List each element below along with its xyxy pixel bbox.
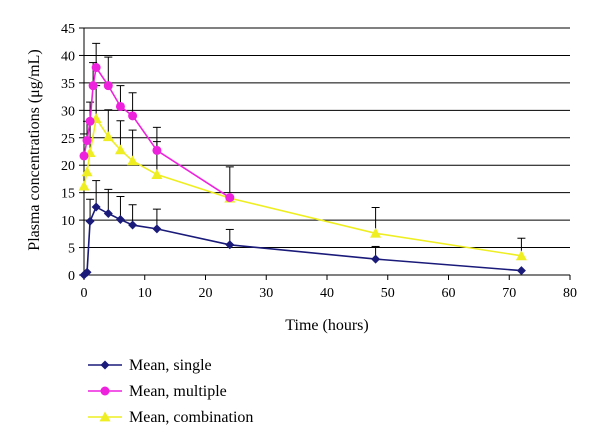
legend: Mean, single Mean, multiple Mean, combinat…	[88, 357, 253, 426]
series-line-mean-single	[83, 205, 522, 276]
legend-label-mean-single: Mean, single	[129, 357, 212, 374]
data-point-mean-combination	[78, 180, 90, 191]
data-point-mean-multiple	[91, 63, 101, 73]
x-tick-label: 10	[138, 286, 152, 301]
data-point-mean-multiple	[152, 145, 162, 155]
x-tick-label: 0	[81, 286, 88, 301]
series-line-mean-multiple	[83, 65, 231, 199]
y-tick-label: 0	[68, 269, 75, 284]
data-point-mean-combination	[370, 227, 382, 238]
data-point-mean-multiple	[85, 116, 95, 126]
y-tick-label: 20	[61, 159, 75, 174]
data-point-mean-single	[85, 216, 95, 226]
x-tick-label: 80	[563, 286, 577, 301]
data-point-mean-combination	[515, 250, 527, 261]
legend-label-mean-combination: Mean, combination	[129, 409, 253, 426]
y-tick-label: 15	[61, 187, 75, 202]
data-point-mean-combination	[102, 131, 114, 142]
data-point-mean-multiple	[115, 101, 125, 111]
legend-label-mean-multiple: Mean, multiple	[129, 383, 227, 400]
data-point-mean-single	[128, 220, 138, 230]
data-point-mean-single	[103, 209, 113, 219]
data-point-mean-single	[371, 254, 381, 264]
gridlines	[84, 27, 570, 249]
data-point-mean-single	[82, 267, 92, 277]
x-tick-label: 30	[259, 286, 273, 301]
y-tick-label: 10	[61, 214, 75, 229]
x-tick-label: 50	[381, 286, 395, 301]
y-axis-title: Plasma concentrations (μg/mL)	[26, 49, 43, 250]
data-point-mean-single	[225, 240, 235, 250]
x-tick-label: 20	[199, 286, 213, 301]
data-point-mean-multiple	[88, 81, 98, 91]
data-point-mean-multiple	[79, 151, 89, 161]
data-point-mean-multiple	[82, 136, 92, 146]
data-point-mean-combination	[127, 155, 139, 166]
data-point-mean-combination	[81, 166, 93, 177]
y-tick-label: 5	[68, 242, 75, 257]
data-point-mean-multiple	[225, 193, 235, 203]
x-tick-label: 40	[320, 286, 334, 301]
x-axis-title: Time (hours)	[285, 317, 368, 334]
x-tick-label: 70	[502, 286, 516, 301]
x-tick-labels: 0 10 20 30 40 50 60 70 80	[81, 286, 578, 301]
y-tick-label: 40	[61, 49, 75, 64]
data-point-mean-single	[115, 215, 125, 225]
data-point-mean-multiple	[128, 111, 138, 121]
series-lines	[83, 65, 522, 276]
data-point-mean-single	[152, 224, 162, 234]
y-tick-labels: 0 5 10 15 20 25 30 35 40 45	[61, 22, 75, 284]
data-point-mean-multiple	[103, 81, 113, 91]
data-point-mean-combination	[151, 169, 163, 179]
data-point-mean-single	[91, 202, 101, 212]
y-tick-label: 25	[61, 132, 75, 147]
data-point-mean-combination	[114, 144, 126, 155]
legend-marker-mean-single	[100, 360, 110, 370]
y-tick-label: 30	[61, 104, 75, 119]
series-markers	[78, 63, 527, 280]
y-tick-label: 45	[61, 22, 75, 37]
y-tick-label: 35	[61, 77, 75, 92]
legend-marker-mean-combination	[99, 411, 111, 422]
legend-marker-mean-multiple	[100, 386, 110, 396]
axes	[79, 27, 571, 280]
x-tick-label: 60	[442, 286, 456, 301]
data-point-mean-single	[516, 266, 526, 276]
